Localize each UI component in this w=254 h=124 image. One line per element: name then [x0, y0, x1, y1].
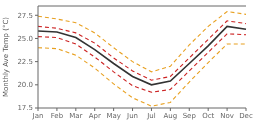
svg-text:Jun: Jun [126, 112, 138, 120]
svg-text:Mar: Mar [69, 112, 82, 120]
svg-text:Apr: Apr [89, 112, 101, 120]
svg-text:Oct: Oct [202, 112, 214, 120]
svg-text:27.5: 27.5 [17, 12, 33, 20]
svg-text:20.0: 20.0 [17, 81, 33, 89]
svg-text:Jan: Jan [32, 112, 44, 120]
svg-text:25.0: 25.0 [17, 35, 33, 43]
svg-text:Nov: Nov [220, 112, 234, 120]
svg-text:Dec: Dec [239, 112, 246, 120]
svg-text:Monthly Ave Temp (°C): Monthly Ave Temp (°C) [8, 17, 10, 97]
svg-text:22.5: 22.5 [17, 58, 33, 66]
svg-text:Feb: Feb [51, 112, 64, 120]
svg-text:Aug: Aug [164, 112, 178, 120]
svg-text:17.5: 17.5 [17, 104, 33, 112]
svg-text:May: May [106, 112, 120, 120]
svg-text:Jul: Jul [146, 112, 156, 120]
svg-text:Sep: Sep [183, 112, 197, 120]
